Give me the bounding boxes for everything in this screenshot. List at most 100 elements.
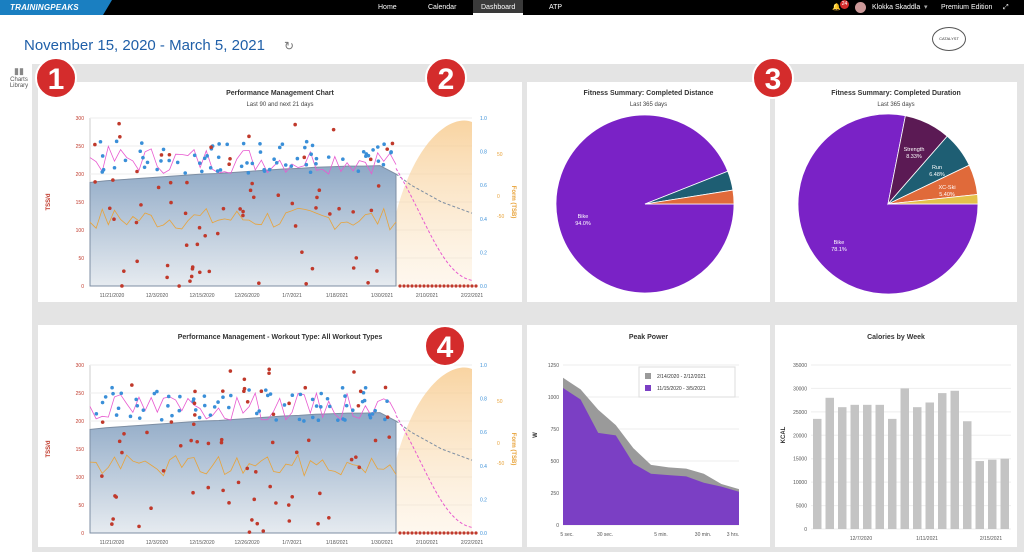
- if-point: [202, 156, 207, 161]
- if-point: [361, 390, 366, 395]
- tss-future-point: [410, 531, 414, 535]
- x-tick-label: 12/15/2020: [189, 540, 214, 546]
- peak-power-panel[interactable]: Peak Power 0 250 500 750 1000 1250 W 5 sec. 30 s…: [527, 325, 770, 547]
- tss-point: [191, 490, 195, 495]
- tss-point: [247, 134, 251, 139]
- form-tick-label: 0: [497, 441, 500, 447]
- tss-point: [236, 480, 241, 485]
- if-point: [177, 408, 182, 413]
- tss-point: [387, 435, 392, 439]
- tss-point: [189, 274, 194, 279]
- charts-library-button[interactable]: ▮▮ Charts Library: [6, 66, 32, 89]
- tss-future-point: [402, 284, 406, 288]
- date-range[interactable]: November 15, 2020 - March 5, 2021: [24, 37, 265, 54]
- tss-point: [111, 178, 115, 182]
- if-point: [327, 404, 332, 409]
- tss-point: [290, 495, 295, 499]
- tss-future-point: [442, 531, 446, 535]
- tss-point: [241, 209, 245, 214]
- if-point: [101, 167, 106, 172]
- chevron-down-icon[interactable]: ▾: [924, 4, 928, 11]
- chart-subtitle: Last 365 days: [877, 102, 915, 108]
- if-point: [309, 152, 313, 157]
- tss-point: [93, 180, 97, 184]
- if-point: [138, 149, 143, 154]
- y-tick-label: 20000: [793, 433, 807, 439]
- nav-atp[interactable]: ATP: [549, 4, 563, 11]
- y-tick-label: 0: [556, 523, 559, 529]
- if-point: [254, 411, 259, 416]
- tss-point: [215, 231, 220, 236]
- y-axis-label: W: [533, 432, 539, 438]
- pmc-chart-panel[interactable]: Performance Management Chart Last 90 and…: [38, 82, 522, 302]
- tss-point: [375, 269, 379, 273]
- nav-home[interactable]: Home: [378, 4, 397, 11]
- tss-future-point: [398, 284, 402, 288]
- calories-svg: 0 5000 10000 15000 20000 25000 30000 35000 KCAL 1…: [781, 363, 1011, 542]
- user-name[interactable]: Klokka Skaddla: [872, 4, 921, 11]
- nav-dashboard[interactable]: Dashboard: [473, 0, 524, 15]
- x-tick-label: 1/7/2021: [282, 293, 302, 299]
- if-tick-label: 0.0: [480, 531, 487, 537]
- tss-point: [349, 457, 354, 462]
- tss-point: [250, 181, 254, 186]
- if-point: [208, 166, 213, 170]
- peak-power-svg: 0 250 500 750 1000 1250 W 5 sec. 30 sec. 5 min. 30…: [533, 363, 739, 538]
- badge-2: 2: [425, 57, 467, 99]
- if-point: [191, 397, 196, 401]
- charts-library-label: Charts Library: [9, 77, 29, 89]
- tss-point: [358, 389, 363, 394]
- refresh-icon[interactable]: ↻: [284, 39, 295, 53]
- if-tick-label: 0.2: [480, 250, 487, 256]
- bar-chart-icon: ▮▮: [14, 66, 24, 76]
- bell-icon[interactable]: 🔔: [832, 4, 841, 11]
- tss-future-point: [454, 531, 458, 535]
- if-point: [314, 161, 318, 166]
- tss-future-point: [414, 284, 418, 288]
- tss-point: [302, 155, 307, 160]
- tss-point: [191, 422, 196, 427]
- tss-point: [300, 250, 304, 254]
- if-point: [229, 393, 233, 398]
- y-tick-label: 100: [76, 475, 85, 481]
- avatar[interactable]: [855, 2, 866, 13]
- if-point: [141, 408, 146, 412]
- tss-point: [190, 267, 195, 271]
- tss-point: [303, 385, 308, 390]
- distance-pie-panel[interactable]: Fitness Summary: Completed Distance Last…: [527, 82, 770, 302]
- tss-future-point: [458, 531, 462, 535]
- tss-point: [314, 206, 318, 210]
- tss-point: [203, 234, 207, 238]
- tss-point: [184, 243, 189, 248]
- expand-icon[interactable]: ⤢: [1003, 4, 1009, 11]
- slice-label: Run: [932, 165, 942, 171]
- pie-slice-swim: [644, 189, 735, 205]
- tss-point: [267, 367, 271, 372]
- tss-point: [317, 188, 322, 193]
- nav-calendar[interactable]: Calendar: [428, 4, 457, 11]
- y-axis-label: TSS/d: [46, 440, 52, 457]
- trainingpeaks-logo[interactable]: TRAININGPEAKS: [0, 0, 112, 15]
- tss-point: [228, 369, 233, 373]
- duration-pie-panel[interactable]: Fitness Summary: Completed Duration Last…: [775, 82, 1017, 302]
- slice-value: 6.48%: [929, 172, 945, 178]
- x-tick-label: 2/22/2021: [461, 293, 483, 299]
- tss-point: [183, 211, 188, 216]
- tss-point: [113, 494, 117, 498]
- if-point: [257, 409, 262, 413]
- tss-point: [274, 501, 278, 505]
- y-tick-label: 750: [551, 427, 560, 433]
- if-point: [310, 397, 315, 402]
- tss-point: [161, 468, 166, 473]
- calories-panel[interactable]: Calories by Week 0 5000 10000 15000 20000 250…: [775, 325, 1017, 547]
- legend-box: [638, 366, 736, 398]
- pmc-workout-type-panel[interactable]: Performance Management - Workout Type: A…: [38, 325, 522, 547]
- y-tick-label: 10000: [793, 480, 807, 486]
- if-point: [289, 164, 294, 168]
- tss-point: [368, 157, 373, 162]
- y-axis-label: TSS/d: [46, 193, 52, 210]
- tss-point: [238, 207, 242, 211]
- tss-point: [167, 152, 172, 157]
- if-point: [314, 156, 319, 161]
